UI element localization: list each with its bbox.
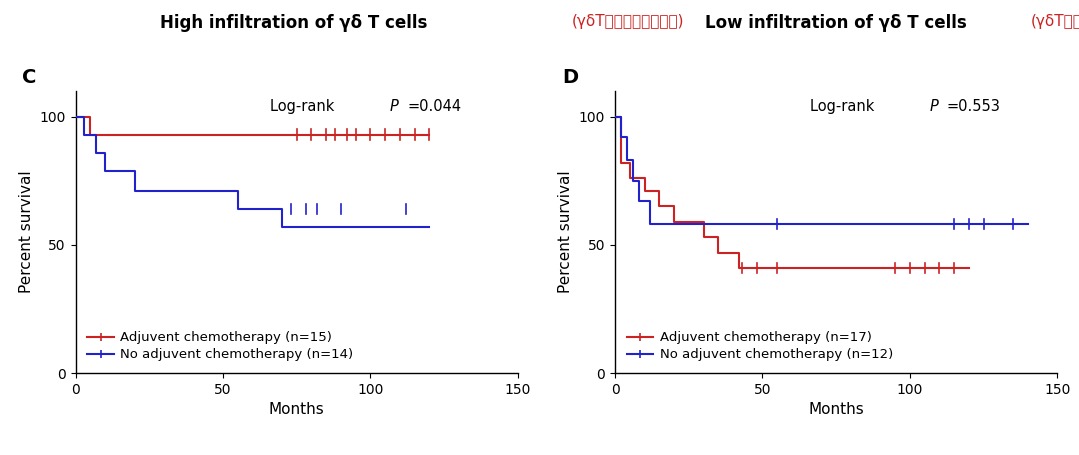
Text: D: D [562,68,578,87]
X-axis label: Months: Months [808,402,864,417]
Text: =0.044: =0.044 [408,100,462,115]
Text: P: P [390,100,398,115]
Text: P: P [929,100,938,115]
Text: =0.553: =0.553 [947,100,1000,115]
Legend: Adjuvent chemotherapy (n=17), No adjuvent chemotherapy (n=12): Adjuvent chemotherapy (n=17), No adjuven… [622,326,899,367]
Text: Log-rank: Log-rank [809,100,878,115]
Text: Log-rank: Log-rank [270,100,339,115]
Text: (γδT细胞浸润低的患者): (γδT细胞浸润低的患者) [1030,14,1079,29]
X-axis label: Months: Months [269,402,325,417]
Y-axis label: Percent survival: Percent survival [558,171,573,293]
Text: High infiltration of γδ T cells: High infiltration of γδ T cells [160,14,434,32]
Text: Low infiltration of γδ T cells: Low infiltration of γδ T cells [706,14,967,32]
Text: (γδT细胞浸润高的患者): (γδT细胞浸润高的患者) [572,14,684,29]
Legend: Adjuvent chemotherapy (n=15), No adjuvent chemotherapy (n=14): Adjuvent chemotherapy (n=15), No adjuven… [82,326,359,367]
Text: C: C [23,68,37,87]
Y-axis label: Percent survival: Percent survival [18,171,33,293]
